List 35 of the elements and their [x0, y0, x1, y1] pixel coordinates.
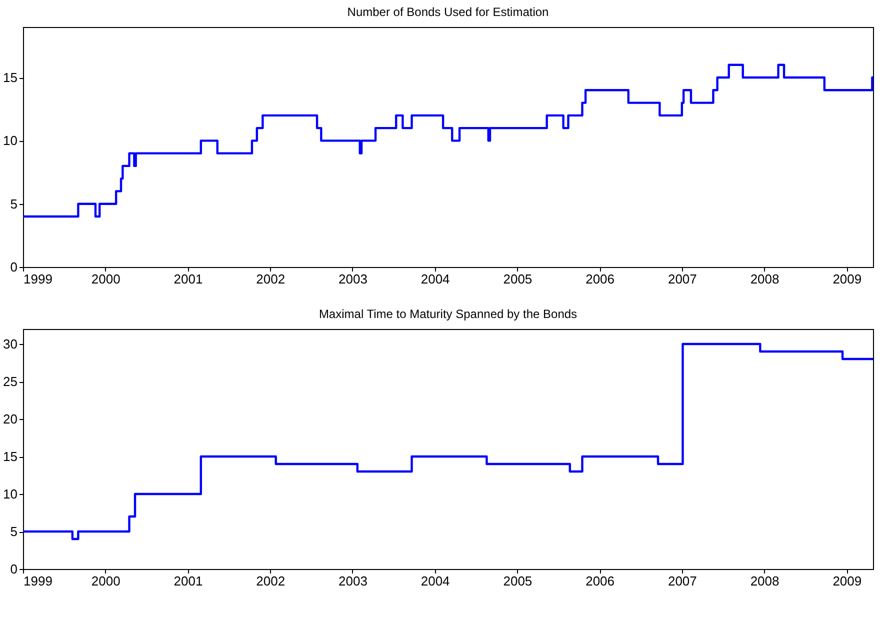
y-tick-label: 10: [3, 133, 18, 148]
y-tick-label: 0: [10, 562, 18, 576]
x-tick-label: 2004: [420, 272, 450, 286]
x-tick-label: 2005: [503, 574, 532, 588]
x-tick-label: 2006: [586, 574, 615, 588]
x-tick-label: 1999: [24, 272, 52, 286]
x-tick-label: 2001: [174, 272, 203, 286]
x-tick-label: 2007: [668, 272, 697, 286]
y-tick-label: 20: [3, 412, 18, 426]
chart-title: Number of Bonds Used for Estimation: [347, 5, 549, 19]
x-tick-label: 2000: [91, 574, 120, 588]
y-tick-label: 0: [10, 260, 18, 274]
y-tick-label: 5: [10, 196, 18, 212]
x-tick-label: 2008: [750, 574, 780, 588]
y-tick-label: 5: [10, 524, 18, 539]
x-tick-label: 1999: [24, 574, 52, 588]
x-tick-label: 2006: [586, 272, 615, 286]
x-tick-label: 2003: [338, 574, 368, 588]
x-tick-label: 2003: [338, 272, 368, 286]
y-tick-label: 15: [3, 449, 18, 464]
y-tick-label: 25: [3, 374, 18, 389]
x-tick-label: 2002: [256, 574, 286, 588]
x-tick-label: 2009: [832, 574, 862, 588]
y-tick-label: 10: [3, 486, 18, 502]
x-tick-label: 2009: [832, 272, 862, 286]
x-tick-label: 2001: [174, 574, 203, 588]
x-tick-label: 2007: [668, 574, 697, 588]
chart-title: Maximal Time to Maturity Spanned by the Bonds: [318, 307, 578, 321]
x-tick-label: 2000: [91, 272, 120, 286]
x-tick-label: 2002: [256, 272, 286, 286]
x-tick-label: 2005: [503, 272, 532, 286]
x-tick-label: 2008: [750, 272, 780, 286]
y-tick-label: 30: [3, 336, 18, 352]
x-tick-label: 2004: [420, 574, 450, 588]
y-tick-label: 15: [3, 70, 18, 86]
